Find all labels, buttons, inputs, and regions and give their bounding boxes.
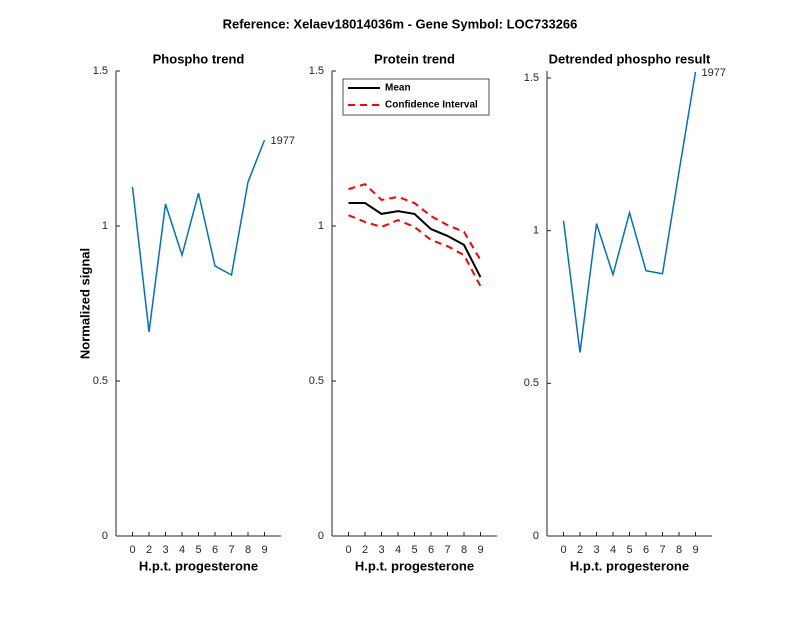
x-tick-label: 2 [146, 544, 152, 556]
x-tick-label: 9 [261, 544, 267, 556]
x-tick-label: 3 [162, 544, 168, 556]
x-tick-label: 3 [378, 544, 384, 556]
x-tick-label: 2 [362, 544, 368, 556]
x-tick-label: 0 [129, 544, 135, 556]
x-tick-label: 8 [461, 544, 467, 556]
x-axis-label: H.p.t. progesterone [139, 558, 258, 573]
x-tick-label: 8 [245, 544, 251, 556]
series-line [131, 139, 266, 333]
y-tick-label: 1.5 [524, 72, 539, 84]
x-tick-label: 5 [411, 544, 417, 556]
x-tick-label: 6 [212, 544, 218, 556]
x-tick-label: 0 [345, 544, 351, 556]
series-line [348, 202, 482, 278]
series-line [348, 183, 482, 261]
x-tick-label: 4 [395, 544, 401, 556]
y-tick-label: 1.5 [93, 65, 108, 77]
y-tick-label: 1 [318, 220, 324, 232]
x-tick-label: 6 [643, 544, 649, 556]
x-tick-label: 5 [626, 544, 632, 556]
y-tick-label: 1 [533, 225, 539, 237]
x-tick-label: 7 [659, 544, 665, 556]
legend-box [342, 78, 490, 116]
x-tick-label: 9 [692, 544, 698, 556]
subplot-title: Phospho trend [153, 51, 245, 66]
x-tick-label: 5 [195, 544, 201, 556]
subplot-title: Protein trend [374, 51, 455, 66]
x-tick-label: 8 [676, 544, 682, 556]
x-tick-label: 4 [179, 544, 185, 556]
x-tick-label: 3 [593, 544, 599, 556]
y-tick-label: 0 [318, 530, 324, 542]
y-tick-label: 0 [102, 530, 108, 542]
x-tick-label: 7 [228, 544, 234, 556]
series-line [348, 214, 482, 287]
subplot-title: Detrended phospho result [549, 51, 711, 66]
y-tick-label: 0 [533, 530, 539, 542]
x-tick-label: 7 [444, 544, 450, 556]
x-tick-label: 4 [610, 544, 616, 556]
x-axis-label: H.p.t. progesterone [570, 558, 689, 573]
x-tick-label: 0 [560, 544, 566, 556]
x-tick-label: 2 [577, 544, 583, 556]
y-tick-label: 0.5 [93, 375, 108, 387]
legend-label: Mean [385, 83, 411, 94]
y-tick-label: 1 [102, 220, 108, 232]
annotation: 1977 [702, 67, 726, 79]
figure-title: Reference: Xelaev18014036m - Gene Symbol… [223, 16, 578, 31]
y-tick-label: 1.5 [309, 65, 324, 77]
x-tick-label: 9 [477, 544, 483, 556]
y-axis-label: Normalized signal [77, 248, 92, 359]
x-tick-label: 6 [428, 544, 434, 556]
legend-label: Confidence Interval [385, 100, 478, 111]
annotation: 1977 [271, 135, 295, 147]
y-tick-label: 0.5 [524, 377, 539, 389]
x-axis-label: H.p.t. progesterone [355, 558, 474, 573]
y-tick-label: 0.5 [309, 375, 324, 387]
series-line [562, 71, 697, 353]
